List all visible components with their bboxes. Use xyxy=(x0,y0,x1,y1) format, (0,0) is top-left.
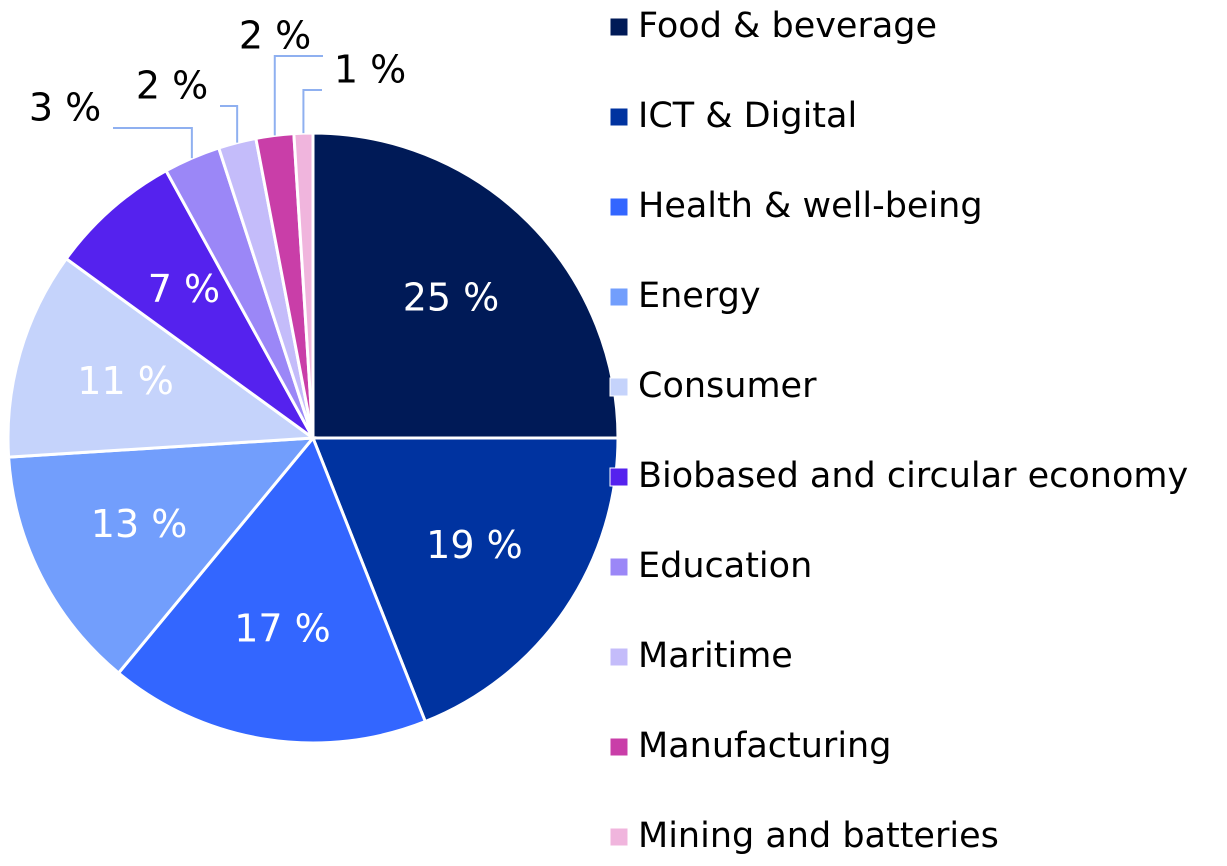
legend-label: Maritime xyxy=(638,636,793,676)
data-label: 25 % xyxy=(403,275,500,319)
pie-slice xyxy=(6,256,318,459)
legend-swatch xyxy=(609,17,629,37)
pie-slice xyxy=(7,436,317,676)
pie-slice xyxy=(292,131,315,439)
legend-swatch xyxy=(609,467,629,487)
legend-swatch xyxy=(609,827,629,847)
legend-label: Energy xyxy=(638,276,761,316)
data-label: 2 % xyxy=(136,64,208,108)
data-label: 11 % xyxy=(77,359,174,403)
leader-line xyxy=(113,127,193,159)
legend-swatch xyxy=(609,737,629,757)
legend-label: Food & beverage xyxy=(638,6,937,46)
legend-swatch xyxy=(609,197,629,217)
legend-swatch xyxy=(609,647,629,667)
pie-slice xyxy=(116,435,428,745)
data-label: 7 % xyxy=(148,267,220,311)
leader-line xyxy=(273,55,323,136)
data-label: 19 % xyxy=(426,523,523,567)
legend-swatch xyxy=(609,377,629,397)
leader-line xyxy=(220,105,239,143)
legend-swatch xyxy=(609,287,629,307)
data-label: 17 % xyxy=(234,606,331,650)
data-label: 1 % xyxy=(334,48,406,92)
data-label: 2 % xyxy=(239,14,311,58)
legend-label: Manufacturing xyxy=(638,726,891,766)
leader-line xyxy=(302,89,322,134)
legend-label: Health & well-being xyxy=(638,186,983,226)
legend-label: ICT & Digital xyxy=(638,96,857,136)
data-label: 3 % xyxy=(29,86,101,130)
legend-label: Education xyxy=(638,546,812,586)
legend-label: Consumer xyxy=(638,366,817,406)
data-label: 13 % xyxy=(91,502,188,546)
legend-label: Mining and batteries xyxy=(638,816,999,856)
pie-slice xyxy=(64,168,315,440)
legend-swatch xyxy=(609,107,629,127)
legend-swatch xyxy=(609,557,629,577)
legend-label: Biobased and circular economy xyxy=(638,456,1188,496)
